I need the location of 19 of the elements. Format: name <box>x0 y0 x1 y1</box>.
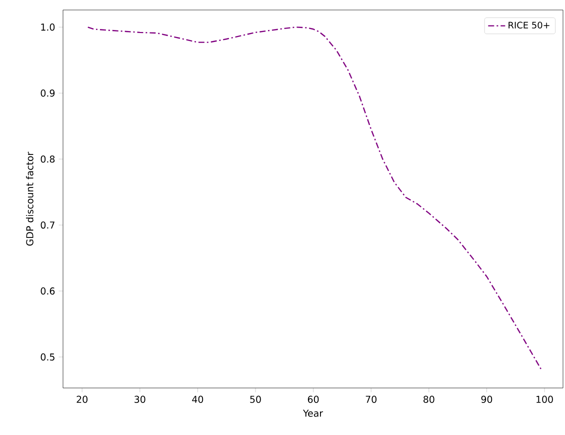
y-tick-label: 0.9 <box>40 90 55 97</box>
line-series <box>87 26 542 371</box>
x-tick-label: 60 <box>308 396 319 403</box>
x-tick-label: 40 <box>192 396 204 403</box>
y-tick-label: 0.5 <box>40 353 54 361</box>
y-tick-label: 0.6 <box>40 287 55 295</box>
y-tick-label: 0.7 <box>40 221 54 229</box>
x-tick-label: 20 <box>76 396 88 403</box>
x-axis-title: Year <box>302 410 324 417</box>
x-tick-label: 90 <box>481 396 492 403</box>
y-axis-title: GDP discount factor <box>26 152 34 246</box>
y-tick-label: 0.8 <box>40 155 55 163</box>
y-tick-label: 1.0 <box>41 24 55 31</box>
x-tick-label: 30 <box>134 396 146 403</box>
x-tick-label: 50 <box>250 396 261 403</box>
x-tick-label: 100 <box>536 396 553 403</box>
legend-label: RICE 50+ <box>508 22 550 29</box>
x-tick-label: 80 <box>424 396 434 403</box>
x-tick-label: 70 <box>366 396 376 403</box>
